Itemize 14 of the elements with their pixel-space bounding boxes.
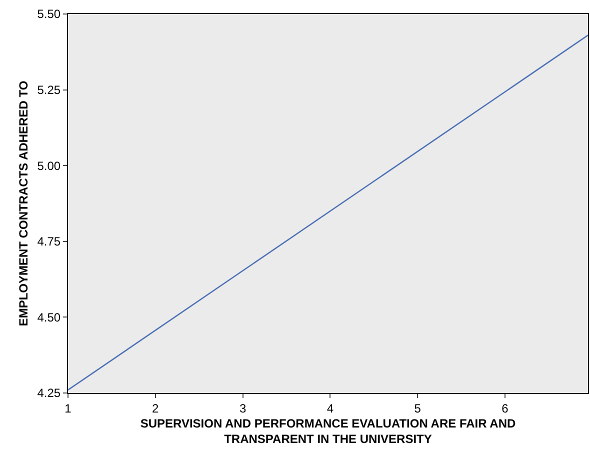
y-tick-label: 5.25 — [37, 83, 61, 97]
y-tick-label: 5.00 — [37, 158, 61, 173]
y-tick-label: 4.25 — [37, 386, 61, 400]
x-tick-label: 5 — [414, 401, 422, 416]
y-tick-label: 5.50 — [37, 7, 61, 22]
y-tick-label: 4.75 — [37, 234, 61, 249]
x-tick-label: 6 — [502, 401, 509, 416]
x-tick-label: 1 — [64, 401, 72, 416]
x-tick-label: 2 — [152, 401, 160, 416]
x-tick-label: 4 — [326, 401, 334, 416]
y-axis-title: EMPLOYMENT CONTRACTS ADHERED TO — [16, 80, 31, 326]
x-axis-title: SUPERVISION AND PERFORMANCE EVALUATION ARE FAIR AND TRANSPARENT IN THE UNIVERSITY — [140, 416, 516, 446]
y-tick-label: 4.50 — [37, 310, 61, 324]
x-tick-label: 3 — [239, 401, 246, 416]
